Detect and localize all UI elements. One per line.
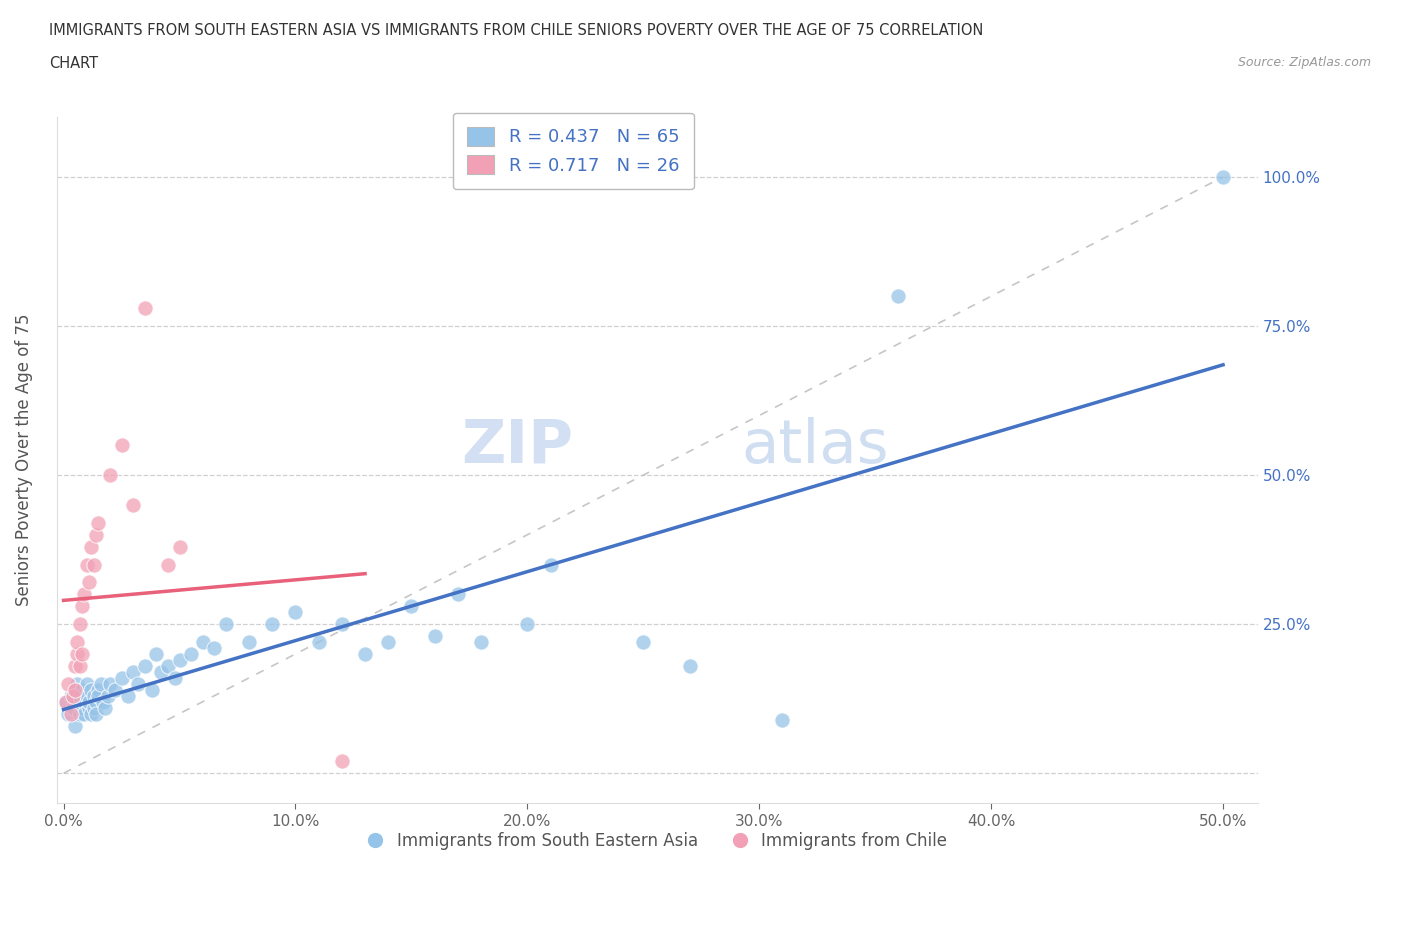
Point <box>94 700 117 715</box>
Point <box>70 646 93 661</box>
Point <box>169 653 191 668</box>
Point <box>66 695 89 710</box>
Point <box>308 634 330 649</box>
Point <box>103 683 125 698</box>
Point <box>66 646 89 661</box>
Point <box>284 604 307 619</box>
Point <box>887 288 910 303</box>
Point <box>423 629 446 644</box>
Point <box>58 676 80 691</box>
Point <box>447 587 470 602</box>
Point <box>63 718 86 733</box>
Point <box>169 539 191 554</box>
Point <box>134 658 156 673</box>
Point <box>401 599 423 614</box>
Point <box>202 641 225 656</box>
Point <box>98 676 121 691</box>
Point <box>69 617 91 631</box>
Point <box>149 664 172 679</box>
Y-axis label: Seniors Poverty Over the Age of 75: Seniors Poverty Over the Age of 75 <box>15 314 32 606</box>
Text: ZIP: ZIP <box>461 417 574 476</box>
Point <box>122 498 145 512</box>
Point <box>83 700 105 715</box>
Point <box>330 617 353 631</box>
Point <box>127 676 149 691</box>
Point <box>63 658 86 673</box>
Point <box>59 706 82 721</box>
Point <box>80 683 103 698</box>
Point <box>83 557 105 572</box>
Point <box>70 683 93 698</box>
Point <box>77 695 100 710</box>
Point <box>83 688 105 703</box>
Point <box>87 515 110 530</box>
Point <box>73 587 96 602</box>
Point <box>163 671 186 685</box>
Point <box>66 634 89 649</box>
Point <box>62 700 84 715</box>
Text: CHART: CHART <box>49 56 98 71</box>
Point <box>540 557 562 572</box>
Point <box>87 683 110 698</box>
Point <box>91 695 114 710</box>
Point <box>70 599 93 614</box>
Point <box>63 683 86 698</box>
Point <box>354 646 377 661</box>
Point <box>69 658 91 673</box>
Point <box>1212 169 1234 184</box>
Point <box>84 695 107 710</box>
Point <box>77 700 100 715</box>
Point <box>330 754 353 769</box>
Point <box>87 688 110 703</box>
Point <box>110 671 132 685</box>
Point <box>76 557 98 572</box>
Point <box>55 695 77 710</box>
Legend: Immigrants from South Eastern Asia, Immigrants from Chile: Immigrants from South Eastern Asia, Immi… <box>360 825 955 857</box>
Point <box>58 706 80 721</box>
Point <box>156 658 179 673</box>
Point <box>84 706 107 721</box>
Point <box>377 634 399 649</box>
Point <box>516 617 538 631</box>
Point <box>84 527 107 542</box>
Point <box>66 676 89 691</box>
Point <box>69 706 91 721</box>
Point <box>141 683 163 698</box>
Point <box>117 688 139 703</box>
Point <box>772 712 794 727</box>
Point <box>122 664 145 679</box>
Point <box>55 695 77 710</box>
Point <box>90 676 112 691</box>
Point <box>191 634 214 649</box>
Point <box>679 658 702 673</box>
Point <box>76 676 98 691</box>
Point <box>238 634 260 649</box>
Point <box>80 539 103 554</box>
Point <box>73 695 96 710</box>
Point <box>633 634 655 649</box>
Point <box>98 468 121 483</box>
Text: IMMIGRANTS FROM SOUTH EASTERN ASIA VS IMMIGRANTS FROM CHILE SENIORS POVERTY OVER: IMMIGRANTS FROM SOUTH EASTERN ASIA VS IM… <box>49 23 984 38</box>
Point <box>62 688 84 703</box>
Point <box>69 688 91 703</box>
Point <box>470 634 492 649</box>
Point <box>110 438 132 453</box>
Point <box>180 646 202 661</box>
Point <box>59 688 82 703</box>
Point <box>80 706 103 721</box>
Point <box>134 300 156 315</box>
Point <box>77 575 100 590</box>
Point <box>63 683 86 698</box>
Point <box>70 700 93 715</box>
Point <box>73 706 96 721</box>
Point <box>145 646 167 661</box>
Point <box>156 557 179 572</box>
Text: atlas: atlas <box>741 417 889 476</box>
Point <box>97 688 120 703</box>
Point <box>215 617 238 631</box>
Text: Source: ZipAtlas.com: Source: ZipAtlas.com <box>1237 56 1371 69</box>
Point <box>262 617 284 631</box>
Point <box>76 688 98 703</box>
